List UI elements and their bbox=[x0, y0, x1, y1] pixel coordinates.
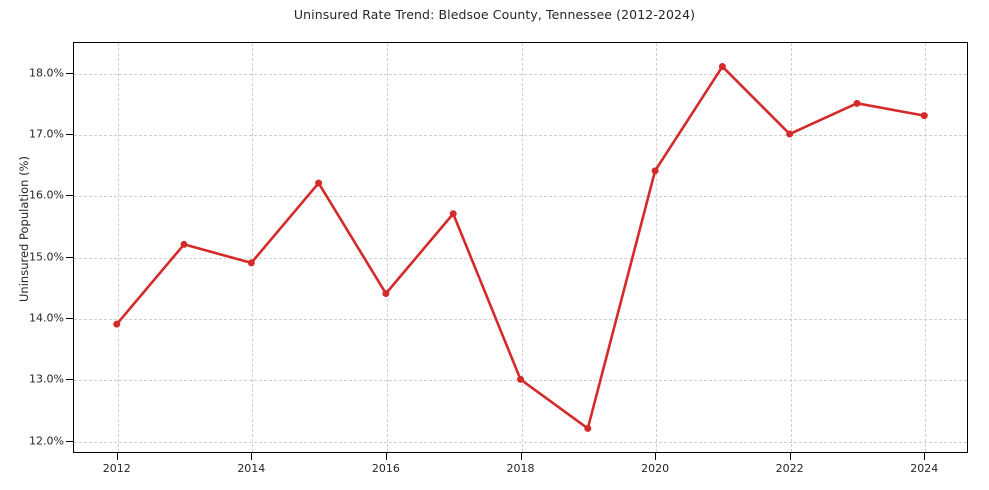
y-tick-label: 16.0% bbox=[29, 188, 64, 202]
gridline-y-16.0% bbox=[74, 196, 967, 198]
y-tick-mark bbox=[66, 440, 73, 442]
x-tick-mark bbox=[924, 453, 926, 460]
gridline-x-2012 bbox=[117, 43, 119, 452]
y-tick-mark bbox=[66, 256, 73, 258]
y-tick-label: 13.0% bbox=[29, 372, 64, 386]
chart-title: Uninsured Rate Trend: Bledsoe County, Te… bbox=[293, 7, 696, 22]
x-tick-label: 2020 bbox=[641, 462, 670, 475]
y-tick-mark bbox=[66, 72, 73, 74]
gridline-y-14.0% bbox=[74, 319, 967, 321]
x-tick-mark bbox=[789, 453, 791, 460]
x-tick-label: 2022 bbox=[775, 462, 804, 475]
x-tick-mark bbox=[520, 453, 522, 460]
y-tick-mark bbox=[66, 318, 73, 320]
x-tick-label: 2012 bbox=[102, 462, 131, 475]
gridline-y-18.0% bbox=[74, 73, 967, 75]
gridline-y-12.0% bbox=[74, 441, 967, 443]
x-tick-label: 2018 bbox=[506, 462, 535, 475]
gridline-y-13.0% bbox=[74, 380, 967, 382]
gridline-x-2016 bbox=[386, 43, 388, 452]
x-tick-label: 2024 bbox=[910, 462, 939, 475]
x-tick-label: 2014 bbox=[237, 462, 266, 475]
gridline-x-2022 bbox=[790, 43, 792, 452]
gridline-x-2014 bbox=[252, 43, 254, 452]
y-tick-mark bbox=[66, 134, 73, 135]
y-tick-label: 12.0% bbox=[29, 434, 64, 448]
y-tick-label: 17.0% bbox=[29, 127, 64, 141]
x-tick-label: 2016 bbox=[371, 462, 400, 475]
y-tick-label: 14.0% bbox=[29, 311, 64, 325]
x-tick-mark bbox=[116, 453, 118, 460]
y-tick-mark bbox=[66, 195, 73, 197]
gridline-y-15.0% bbox=[74, 257, 967, 259]
gridline-y-17.0% bbox=[74, 135, 967, 136]
y-tick-mark bbox=[66, 379, 73, 381]
x-tick-mark bbox=[655, 453, 657, 460]
plot-area bbox=[73, 42, 968, 453]
gridline-x-2020 bbox=[656, 43, 658, 452]
x-tick-mark bbox=[251, 453, 253, 460]
y-tick-label: 18.0% bbox=[29, 66, 64, 80]
y-tick-label: 15.0% bbox=[29, 250, 64, 264]
gridline-x-2024 bbox=[925, 43, 927, 452]
x-tick-mark bbox=[385, 453, 387, 460]
gridline-x-2018 bbox=[521, 43, 523, 452]
